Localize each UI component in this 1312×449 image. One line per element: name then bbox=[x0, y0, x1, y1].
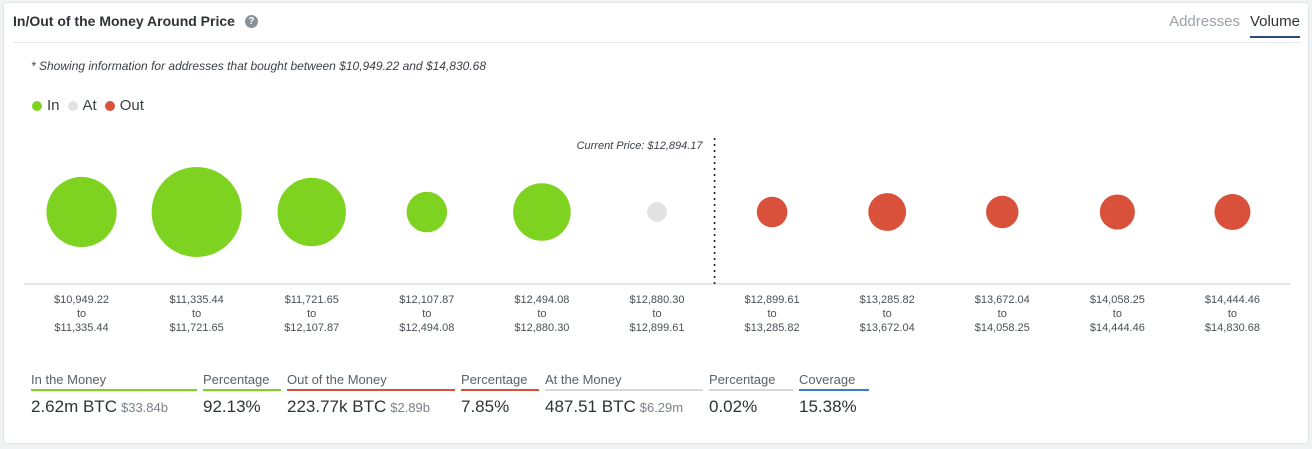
stat-out-of-the-money: Out of the Money 223.77k BTC $2.89b bbox=[287, 372, 455, 417]
tick-label-joiner: to bbox=[1113, 308, 1122, 320]
stat-at-percentage: Percentage 0.02% bbox=[709, 372, 793, 417]
legend-label-out: Out bbox=[119, 97, 144, 114]
stat-value: 487.51 BTC $6.29m bbox=[545, 397, 703, 417]
tick-label: $14,444.46 bbox=[1205, 294, 1260, 306]
legend-label-in: In bbox=[47, 97, 60, 114]
tick-label-joiner: to bbox=[883, 308, 892, 320]
tick-label: $14,058.25 bbox=[975, 322, 1030, 334]
stat-in-the-money: In the Money 2.62m BTC $33.84b bbox=[31, 372, 197, 417]
summary-stats: In the Money 2.62m BTC $33.84b Percentage… bbox=[31, 372, 875, 417]
stat-label: Percentage bbox=[203, 372, 281, 391]
bubble-in[interactable] bbox=[513, 183, 571, 241]
card-title: In/Out of the Money Around Price ? bbox=[13, 13, 258, 29]
tick-label: $11,721.65 bbox=[170, 322, 224, 334]
stat-label: Out of the Money bbox=[287, 372, 455, 391]
tick-label: $12,880.30 bbox=[629, 294, 684, 306]
tick-label: $12,880.30 bbox=[514, 322, 569, 334]
tick-label: $12,494.08 bbox=[514, 294, 569, 306]
stat-value: 2.62m BTC $33.84b bbox=[31, 397, 197, 417]
header-divider bbox=[13, 42, 1300, 43]
bubble-in[interactable] bbox=[277, 177, 346, 247]
tick-label: $14,444.46 bbox=[1090, 322, 1145, 334]
tick-label: $13,285.82 bbox=[745, 322, 800, 334]
legend-dot-out bbox=[104, 100, 115, 111]
stat-main-value: 92.13% bbox=[203, 397, 261, 416]
stat-label: In the Money bbox=[31, 372, 197, 391]
legend-label-at: At bbox=[82, 97, 97, 114]
bubble-out[interactable] bbox=[868, 193, 907, 231]
tick-label: $13,672.04 bbox=[860, 322, 915, 334]
iomap-bubble-chart: $10,949.22 to $11,335.44 $11,335.44 to $11,72… bbox=[24, 138, 1290, 334]
tick-label-joiner: to bbox=[537, 308, 546, 320]
stat-main-value: 487.51 BTC bbox=[545, 397, 636, 416]
bubble-in[interactable] bbox=[406, 191, 448, 233]
tick-label-joiner: to bbox=[767, 308, 776, 320]
tick-label: $12,899.61 bbox=[745, 294, 800, 306]
chart-legend: In At Out bbox=[32, 97, 152, 114]
tick-label: $13,285.82 bbox=[860, 294, 915, 306]
tick-label: $12,107.87 bbox=[284, 322, 339, 334]
current-price-label: Current Price: $12,894.17 bbox=[577, 140, 704, 152]
legend-item-at[interactable]: At bbox=[67, 97, 97, 114]
tick-label: $12,899.61 bbox=[629, 322, 684, 334]
stat-in-percentage: Percentage 92.13% bbox=[203, 372, 281, 417]
legend-dot-at bbox=[67, 100, 78, 111]
legend-item-in[interactable]: In bbox=[32, 97, 60, 114]
tick-label: $10,949.22 bbox=[54, 294, 109, 306]
bubble-in[interactable] bbox=[46, 176, 117, 248]
tick-label: $14,058.25 bbox=[1090, 294, 1145, 306]
tick-label-joiner: to bbox=[422, 308, 431, 320]
tick-label-joiner: to bbox=[998, 308, 1007, 320]
tick-label-joiner: to bbox=[307, 308, 316, 320]
stat-main-value: 7.85% bbox=[461, 397, 510, 416]
legend-dot-in bbox=[32, 100, 42, 111]
stat-usd-value: $2.89b bbox=[390, 400, 430, 415]
stat-main-value: 0.02% bbox=[709, 397, 758, 416]
tick-label: $11,721.65 bbox=[285, 294, 339, 306]
stat-coverage: Coverage 15.38% bbox=[799, 372, 869, 417]
range-note: * Showing information for addresses that… bbox=[31, 59, 486, 73]
bubble-in[interactable] bbox=[151, 167, 242, 257]
stat-main-value: 15.38% bbox=[799, 397, 857, 416]
tick-label: $13,672.04 bbox=[975, 294, 1030, 306]
tick-label: $11,335.44 bbox=[170, 294, 224, 306]
stat-main-value: 223.77k BTC bbox=[287, 397, 387, 416]
bubble-out[interactable] bbox=[986, 195, 1019, 229]
stat-at-the-money: At the Money 487.51 BTC $6.29m bbox=[545, 372, 703, 417]
view-tabs: Addresses Volume bbox=[1159, 13, 1300, 38]
bubble-out[interactable] bbox=[1214, 194, 1251, 230]
tick-label-joiner: to bbox=[192, 308, 201, 320]
bubble-at[interactable] bbox=[647, 202, 667, 222]
tick-label: $11,335.44 bbox=[54, 322, 108, 334]
iomap-card: In/Out of the Money Around Price ? Addre… bbox=[3, 2, 1309, 444]
tab-volume[interactable]: Volume bbox=[1249, 13, 1300, 38]
tick-label: $12,494.08 bbox=[399, 322, 454, 334]
stat-out-percentage: Percentage 7.85% bbox=[461, 372, 539, 417]
stat-label: Percentage bbox=[709, 372, 793, 391]
bubble-out[interactable] bbox=[756, 196, 788, 228]
tick-label: $12,107.87 bbox=[399, 294, 454, 306]
stat-usd-value: $6.29m bbox=[639, 400, 684, 415]
stat-label: At the Money bbox=[545, 372, 703, 391]
tick-label-joiner: to bbox=[77, 308, 86, 320]
question-circle-icon[interactable]: ? bbox=[244, 14, 258, 28]
tick-label-joiner: to bbox=[652, 308, 661, 320]
card-title-text: In/Out of the Money Around Price bbox=[13, 13, 235, 29]
stat-main-value: 2.62m BTC bbox=[31, 397, 117, 416]
tick-label: $14,830.68 bbox=[1205, 322, 1260, 334]
stat-label: Coverage bbox=[799, 372, 869, 391]
bubble-out[interactable] bbox=[1099, 194, 1135, 230]
legend-item-out[interactable]: Out bbox=[104, 97, 144, 114]
tick-label-joiner: to bbox=[1228, 308, 1237, 320]
tab-addresses[interactable]: Addresses bbox=[1169, 13, 1240, 30]
stat-value: 223.77k BTC $2.89b bbox=[287, 397, 455, 417]
stat-usd-value: $33.84b bbox=[120, 400, 168, 415]
stat-label: Percentage bbox=[461, 372, 539, 391]
